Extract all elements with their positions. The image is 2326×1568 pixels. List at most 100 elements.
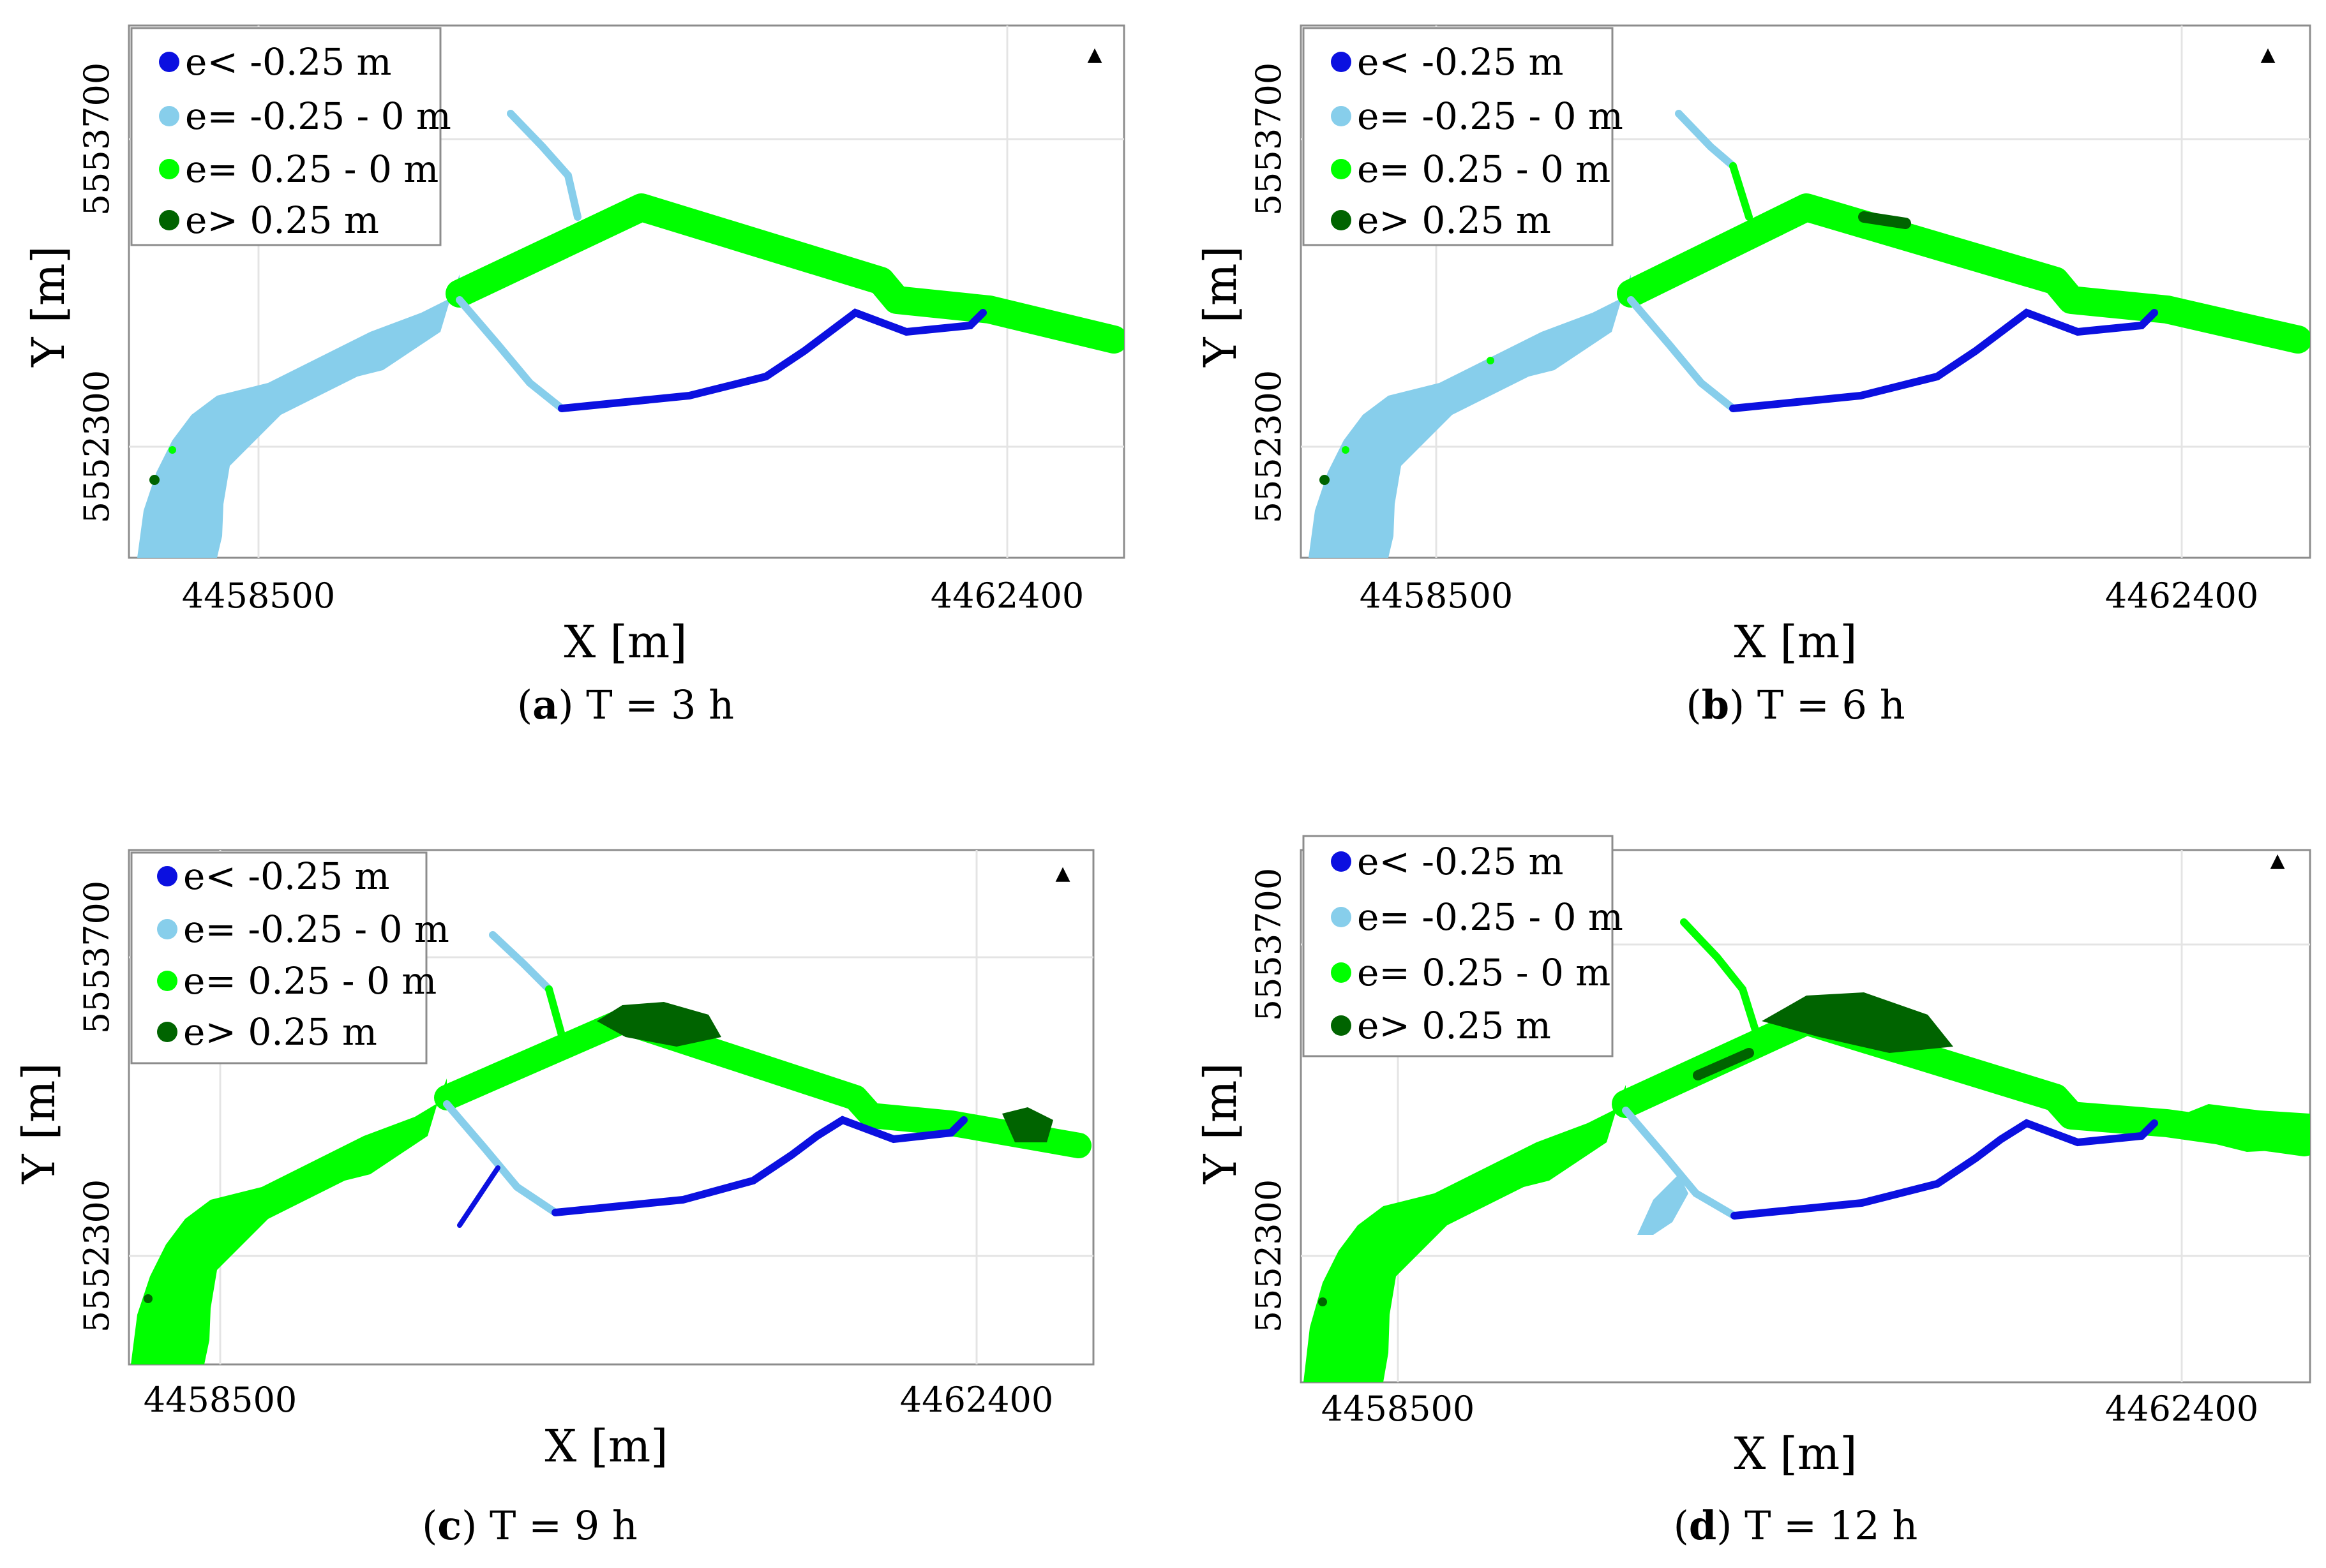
- legend-box: [130, 851, 428, 1064]
- x-tick-label: 4462400: [2105, 576, 2259, 616]
- x-axis-label: X [m]: [1734, 616, 1857, 668]
- legend-marker: [157, 1022, 177, 1042]
- south-branch-error: [1729, 308, 2158, 412]
- caption-letter: b: [1702, 682, 1729, 728]
- legend-label: e= 0.25 - 0 m: [1357, 951, 1610, 994]
- legend-marker: [1331, 962, 1351, 983]
- caption-text: ) T = 12 h: [1716, 1502, 1917, 1549]
- legend-marker: [157, 971, 177, 991]
- x-tick-label: 4462400: [900, 1380, 1054, 1420]
- legend-marker: [159, 159, 179, 179]
- x-tick-label: 4458500: [182, 576, 336, 616]
- legend-label: e= 0.25 - 0 m: [185, 147, 439, 191]
- y-axis-label: Y [m]: [13, 1063, 65, 1184]
- south-branch-error: [551, 1116, 968, 1216]
- y-tick-label: 5552300: [77, 370, 117, 524]
- south-branch: [456, 296, 566, 412]
- side-channel: [457, 1165, 500, 1228]
- high-error-zone: [1858, 211, 1911, 229]
- legend-marker: [1331, 907, 1351, 927]
- north-arrow-icon: ▲: [2270, 849, 2285, 872]
- legend-label: e= -0.25 - 0 m: [183, 907, 449, 951]
- y-tick-label: 5553700: [1249, 868, 1289, 1022]
- x-axis-label: X [m]: [564, 616, 687, 668]
- panel-caption: (d) T = 12 h: [1674, 1502, 1918, 1549]
- high-error-point: [149, 475, 160, 485]
- south-branch: [1622, 1107, 1738, 1220]
- y-axis-label: Y [m]: [1194, 246, 1247, 367]
- main-channel: [1617, 193, 2310, 354]
- north-branch-lower: [1729, 162, 1753, 221]
- panel-a: e< -0.25 m e= -0.25 - 0 m e= 0.25 - 0 m …: [22, 24, 1125, 728]
- main-channel: [446, 193, 1124, 354]
- legend-marker: [1331, 210, 1351, 230]
- legend-label: e= 0.25 - 0 m: [1357, 147, 1610, 191]
- y-tick-label: 5552300: [1249, 370, 1289, 524]
- legend-marker: [1331, 52, 1351, 72]
- map-layer: [137, 110, 1124, 558]
- panel-caption: (b) T = 6 h: [1686, 682, 1905, 728]
- high-error-zone: [1762, 992, 1953, 1053]
- north-branch: [489, 931, 553, 993]
- legend-box: [1302, 27, 1614, 246]
- estuary-region: [1309, 274, 1631, 558]
- legend-label: e> 0.25 m: [1357, 1004, 1551, 1047]
- legend-marker: [1331, 1015, 1351, 1036]
- north-arrow-icon: ▲: [2260, 43, 2275, 66]
- south-branch: [443, 1100, 559, 1216]
- legend-box: [1302, 835, 1614, 1057]
- legend: e< -0.25 m e= -0.25 - 0 m e= 0.25 - 0 m …: [1302, 835, 1623, 1057]
- legend-label: e= -0.25 - 0 m: [1357, 94, 1623, 138]
- north-arrow-icon: ▲: [1055, 862, 1070, 885]
- x-tick-label: 4458500: [1360, 576, 1513, 616]
- high-error-point: [144, 1294, 153, 1303]
- legend-marker: [1331, 851, 1351, 872]
- y-tick-label: 5552300: [77, 1179, 117, 1333]
- estuary-region: [137, 274, 460, 558]
- x-axis-label: X [m]: [1734, 1428, 1857, 1480]
- north-branch-lower: [545, 985, 569, 1050]
- map-layer: [131, 931, 1092, 1364]
- caption-text: ) T = 9 h: [461, 1502, 638, 1549]
- y-tick-label: 5553700: [77, 881, 117, 1034]
- caption-text: ) T = 6 h: [1729, 682, 1905, 728]
- legend-label: e< -0.25 m: [185, 40, 392, 84]
- estuary-region: [131, 1079, 447, 1364]
- x-axis-label: X [m]: [544, 1420, 668, 1472]
- south-branch: [1627, 296, 1737, 412]
- main-channel: [434, 1008, 1092, 1158]
- legend: e< -0.25 m e= -0.25 - 0 m e= 0.25 - 0 m …: [1302, 27, 1623, 246]
- x-tick-label: 4458500: [1321, 1389, 1475, 1429]
- estuary-mouth: [2177, 1104, 2310, 1152]
- legend-marker: [1331, 106, 1351, 126]
- legend-marker: [159, 52, 179, 72]
- north-branch: [1675, 110, 1737, 170]
- legend-label: e> 0.25 m: [185, 198, 379, 242]
- legend-label: e< -0.25 m: [183, 855, 390, 898]
- panel-caption: (c) T = 9 h: [422, 1502, 638, 1549]
- south-branch-error: [1730, 1119, 2158, 1220]
- north-arrow-icon: ▲: [1087, 43, 1102, 66]
- high-error-zone: [1002, 1107, 1053, 1142]
- caption-letter: c: [437, 1502, 461, 1549]
- x-tick-label: 4458500: [144, 1380, 297, 1420]
- y-axis-label: Y [m]: [22, 246, 75, 367]
- high-error-zone: [597, 1002, 721, 1047]
- panel-b: e< -0.25 m e= -0.25 - 0 m e= 0.25 - 0 m …: [1194, 24, 2311, 728]
- legend-label: e= -0.25 - 0 m: [1357, 895, 1623, 939]
- panel-d: e< -0.25 m e= -0.25 - 0 m e= 0.25 - 0 m …: [1194, 835, 2311, 1549]
- estuary-region: [1303, 1085, 1626, 1382]
- y-tick-label: 5553700: [1249, 63, 1289, 216]
- legend: e< -0.25 m e= -0.25 - 0 m e= 0.25 - 0 m …: [130, 851, 449, 1064]
- legend: e< -0.25 m e= -0.25 - 0 m e= 0.25 - 0 m …: [130, 27, 451, 246]
- legend-box: [130, 27, 442, 246]
- caption-letter: d: [1689, 1502, 1716, 1549]
- high-error-zone: [1693, 1048, 1754, 1080]
- high-error-point: [169, 446, 176, 454]
- map-layer: [1309, 110, 2310, 558]
- panel-c: e< -0.25 m e= -0.25 - 0 m e= 0.25 - 0 m …: [13, 849, 1095, 1549]
- x-tick-label: 4462400: [2105, 1389, 2259, 1429]
- map-layer: [1303, 918, 2310, 1382]
- legend-label: e< -0.25 m: [1357, 40, 1564, 84]
